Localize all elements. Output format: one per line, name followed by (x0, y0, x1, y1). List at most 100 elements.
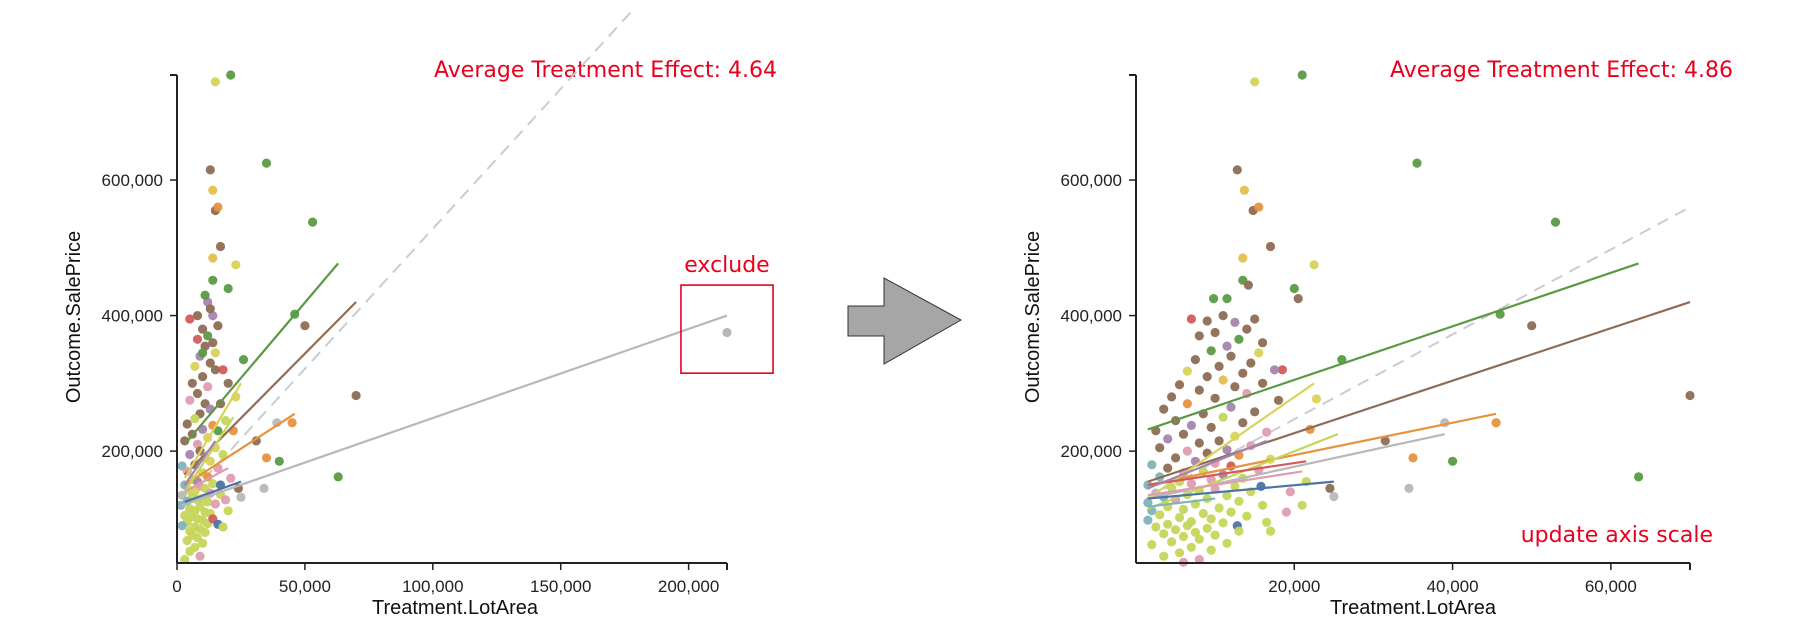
scatter-point (1309, 260, 1319, 270)
scatter-point (1190, 355, 1200, 365)
scatter-point (1143, 498, 1153, 508)
fit-line (1147, 412, 1497, 487)
scatter-point (1167, 392, 1177, 402)
arrow-shape (847, 277, 963, 365)
scatter-point (1178, 531, 1189, 542)
scatter-point (1222, 445, 1232, 455)
y-tick-label: 200,000 (1061, 442, 1122, 461)
fit-line (1147, 382, 1315, 500)
scatter-point (1143, 515, 1153, 525)
scatter-point (203, 497, 213, 507)
fit-line (181, 314, 728, 507)
fit-line (183, 416, 235, 493)
reference-line (1145, 206, 1691, 500)
scatter-point (200, 527, 210, 538)
scatter-point (185, 546, 195, 557)
scatter-point (1209, 294, 1219, 304)
scatter-point (1325, 483, 1335, 493)
scatter-point (1380, 436, 1390, 446)
y-tick-label: 400,000 (1061, 307, 1122, 326)
scatter-point (213, 426, 223, 436)
scatter-point (1262, 427, 1272, 437)
scatter-point (198, 348, 208, 358)
scatter-point (274, 456, 284, 466)
scatter-point (1174, 548, 1185, 558)
scatter-point (177, 521, 187, 531)
scatter-point (1258, 378, 1268, 388)
scatter-point (1242, 511, 1252, 521)
scatter-point (177, 490, 187, 500)
axes-left: 0 50,000 100,000 150,000 200,000 200,000 400,0… (102, 74, 728, 596)
scatter-point (218, 365, 228, 375)
scatter-point (203, 382, 213, 392)
fit-lines-right (1147, 262, 1691, 510)
scatter-point (215, 241, 226, 252)
scatter-point (1281, 507, 1291, 517)
fit-line (1147, 300, 1691, 483)
scatter-point (185, 314, 195, 324)
x-tick-label: 100,000 (402, 577, 463, 596)
scatter-point (261, 453, 272, 463)
x-axis-label-left: Treatment.LotArea (372, 597, 539, 619)
scatter-point (190, 361, 200, 371)
scatter-point (1206, 514, 1216, 524)
scatter-point (1254, 202, 1264, 212)
chart-title-left: Average Treatment Effect: 4.64 (434, 58, 777, 83)
scatter-point (231, 260, 241, 270)
scatter-point (1171, 453, 1181, 463)
scatter-point (1210, 327, 1220, 338)
scatter-point (192, 334, 203, 344)
scatter-point (1163, 434, 1173, 444)
scatter-point (195, 551, 205, 561)
scatter-point (1634, 472, 1644, 482)
fit-line (1147, 439, 1267, 490)
scatter-point (182, 419, 192, 429)
scatter-point (1163, 463, 1173, 473)
scatter-point (185, 449, 195, 460)
axes-right: 20,000 40,000 60,000 200,000 400,000 600,000 (1061, 74, 1691, 596)
scatter-point (198, 372, 208, 382)
fit-line (1147, 460, 1307, 487)
scatter-point (1178, 429, 1189, 439)
scatter-point (1182, 366, 1192, 376)
scatter-point (1297, 70, 1307, 80)
scatter-point (185, 395, 195, 405)
scatter-point (1273, 395, 1284, 405)
scatter-point (226, 70, 236, 80)
y-tick-label: 400,000 (102, 307, 163, 326)
scatter-point (1214, 361, 1224, 371)
scatter-point (1218, 518, 1228, 528)
x-tick-label: 0 (172, 577, 181, 596)
exclude-box[interactable] (680, 284, 774, 374)
fit-lines-left (181, 262, 728, 507)
update-axis-note: update axis scale (1521, 523, 1713, 548)
fit-line (1147, 470, 1303, 497)
scatter-point (1155, 510, 1165, 520)
scatter-point (1186, 542, 1196, 552)
x-tick-label: 20,000 (1268, 577, 1320, 596)
scatter-point (1194, 534, 1204, 544)
scatter-point (208, 338, 218, 348)
scatter-point (223, 283, 233, 294)
scatter-point (1238, 368, 1248, 378)
y-axis-label-right: Outcome.SalePrice (1022, 231, 1044, 403)
scatter-point (259, 483, 269, 493)
x-axis-label-right: Treatment.LotArea (1330, 597, 1497, 619)
scatter-point (1218, 311, 1228, 321)
scatter-point (1174, 380, 1185, 390)
y-axis-label-left: Outcome.SalePrice (63, 231, 85, 403)
scatter-point (1232, 165, 1242, 175)
scatter-point (1685, 390, 1695, 401)
scatter-point (1167, 537, 1177, 547)
scatter-point (176, 500, 186, 510)
scatter-point (1230, 481, 1240, 491)
scatter-point (1155, 443, 1165, 453)
scatter-point (1194, 331, 1204, 341)
scatter-point (1222, 341, 1232, 351)
scatter-point (221, 495, 231, 505)
fit-line (184, 412, 296, 486)
scatter-point (205, 304, 215, 314)
scatter-point (1246, 358, 1256, 368)
scatter-point (1163, 519, 1173, 529)
scatter-point (1151, 522, 1161, 532)
